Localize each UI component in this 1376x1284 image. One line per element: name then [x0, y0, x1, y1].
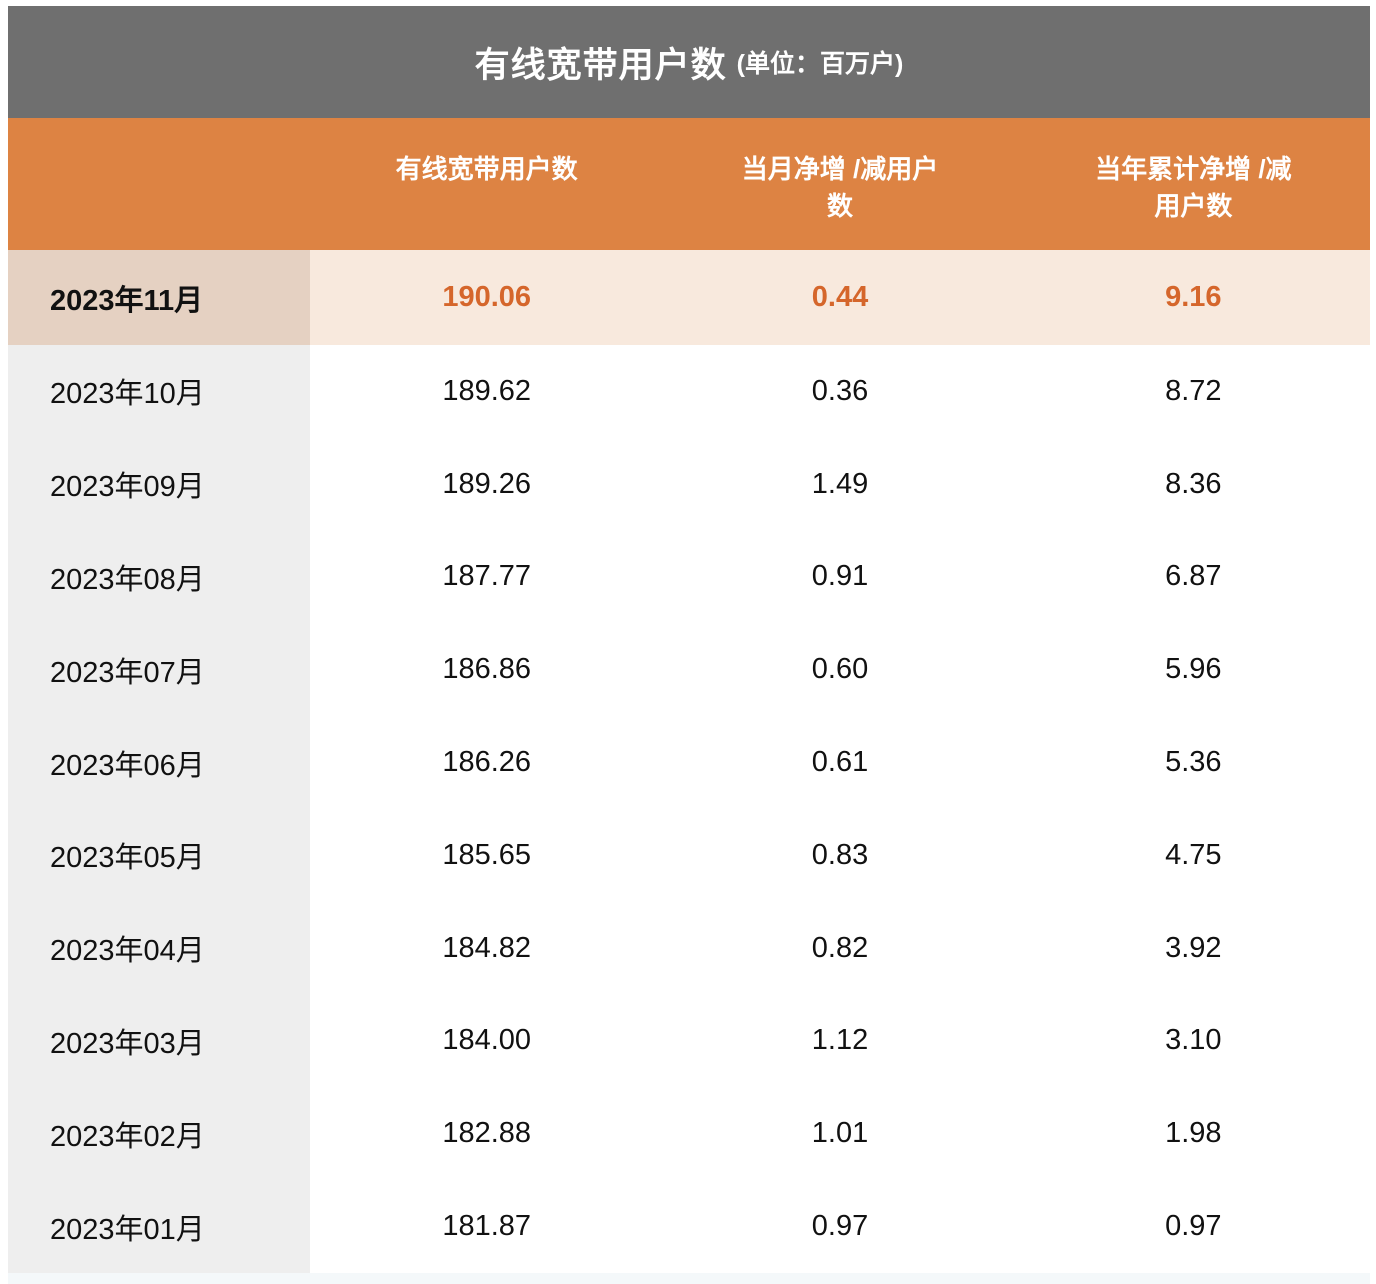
row-monthly-net-value: 0.36	[663, 345, 1017, 438]
row-cumulative-net-value: 8.72	[1016, 345, 1370, 438]
row-subscribers-value: 185.65	[310, 808, 664, 902]
row-subscribers-value: 189.26	[310, 437, 664, 531]
table-title-bar: 有线宽带用户数 (单位：百万户)	[8, 6, 1370, 118]
table-row[interactable]: 2023年07月 186.86 0.60 5.96	[8, 623, 1370, 717]
row-subscribers-value: 184.82	[310, 901, 664, 995]
row-subscribers-value: 186.26	[310, 716, 664, 809]
row-month-label: 2023年09月	[8, 437, 310, 531]
row-cumulative-net-value: 3.10	[1016, 994, 1370, 1088]
table-row[interactable]: 2023年04月 184.82 0.82 3.92	[8, 901, 1370, 995]
row-cumulative-net-value: 5.96	[1016, 623, 1370, 717]
row-monthly-net-value: 0.44	[663, 250, 1017, 345]
col-header-cumulative-net: 当年累计净增 /减 用户数	[1095, 154, 1292, 221]
row-subscribers-value: 182.88	[310, 1087, 664, 1181]
table-row[interactable]: 2023年10月 189.62 0.36 8.72	[8, 345, 1370, 438]
row-cumulative-net-value: 9.16	[1016, 250, 1370, 345]
row-month-label: 2023年05月	[8, 808, 310, 902]
row-month-label: 2023年02月	[8, 1087, 310, 1181]
table-row[interactable]: 2023年09月 189.26 1.49 8.36	[8, 437, 1370, 531]
row-cumulative-net-value: 1.98	[1016, 1087, 1370, 1181]
row-month-label: 2023年04月	[8, 901, 310, 995]
table-title-unit: (单位：百万户)	[736, 50, 904, 78]
row-monthly-net-value: 0.61	[663, 716, 1017, 809]
month-column-spacer	[8, 118, 310, 250]
column-header-row: 有线宽带用户数 当月净增 /减用户 数 当年累计净增 /减 用户数	[8, 118, 1370, 250]
row-monthly-net-value: 1.01	[663, 1087, 1017, 1181]
row-subscribers-value: 190.06	[310, 250, 664, 345]
table-title: 有线宽带用户数	[474, 45, 727, 85]
row-month-label: 2023年11月	[8, 250, 310, 345]
row-subscribers-value: 186.86	[310, 623, 664, 717]
row-monthly-net-value: 0.97	[663, 1180, 1017, 1273]
table-row[interactable]: 2023年08月 187.77 0.91 6.87	[8, 530, 1370, 624]
row-monthly-net-value: 0.82	[663, 901, 1017, 995]
table-row[interactable]: 2023年06月 186.26 0.61 5.36	[8, 716, 1370, 809]
row-subscribers-value: 187.77	[310, 530, 664, 624]
row-month-label: 2023年03月	[8, 994, 310, 1088]
row-cumulative-net-value: 8.36	[1016, 437, 1370, 531]
col-header-subscribers: 有线宽带用户数	[395, 154, 578, 184]
row-subscribers-value: 184.00	[310, 994, 664, 1088]
table-row[interactable]: 2023年03月 184.00 1.12 3.10	[8, 994, 1370, 1088]
row-month-label: 2023年07月	[8, 623, 310, 717]
row-monthly-net-value: 0.83	[663, 808, 1017, 902]
row-monthly-net-value: 1.49	[663, 437, 1017, 531]
row-cumulative-net-value: 0.97	[1016, 1180, 1370, 1273]
table-row[interactable]: 2023年01月 181.87 0.97 0.97	[8, 1180, 1370, 1273]
table-body: 2023年11月 190.06 0.44 9.16 2023年10月 189.6…	[8, 250, 1370, 1273]
row-month-label: 2023年01月	[8, 1180, 310, 1273]
row-monthly-net-value: 1.12	[663, 994, 1017, 1088]
row-cumulative-net-value: 3.92	[1016, 901, 1370, 995]
bottom-strip	[8, 1272, 1370, 1284]
col-header-monthly-net: 当月净增 /减用户 数	[741, 154, 939, 221]
row-month-label: 2023年06月	[8, 716, 310, 809]
row-month-label: 2023年10月	[8, 345, 310, 438]
table-row[interactable]: 2023年11月 190.06 0.44 9.16	[8, 250, 1370, 345]
row-subscribers-value: 189.62	[310, 345, 664, 438]
row-subscribers-value: 181.87	[310, 1180, 664, 1273]
broadband-subscribers-table: 有线宽带用户数 (单位：百万户) 有线宽带用户数 当月净增 /减用户 数 当年累…	[8, 6, 1370, 1284]
row-month-label: 2023年08月	[8, 530, 310, 624]
row-cumulative-net-value: 4.75	[1016, 808, 1370, 902]
table-row[interactable]: 2023年05月 185.65 0.83 4.75	[8, 808, 1370, 902]
row-cumulative-net-value: 6.87	[1016, 530, 1370, 624]
row-monthly-net-value: 0.91	[663, 530, 1017, 624]
table-row[interactable]: 2023年02月 182.88 1.01 1.98	[8, 1087, 1370, 1181]
row-cumulative-net-value: 5.36	[1016, 716, 1370, 809]
row-monthly-net-value: 0.60	[663, 623, 1017, 717]
